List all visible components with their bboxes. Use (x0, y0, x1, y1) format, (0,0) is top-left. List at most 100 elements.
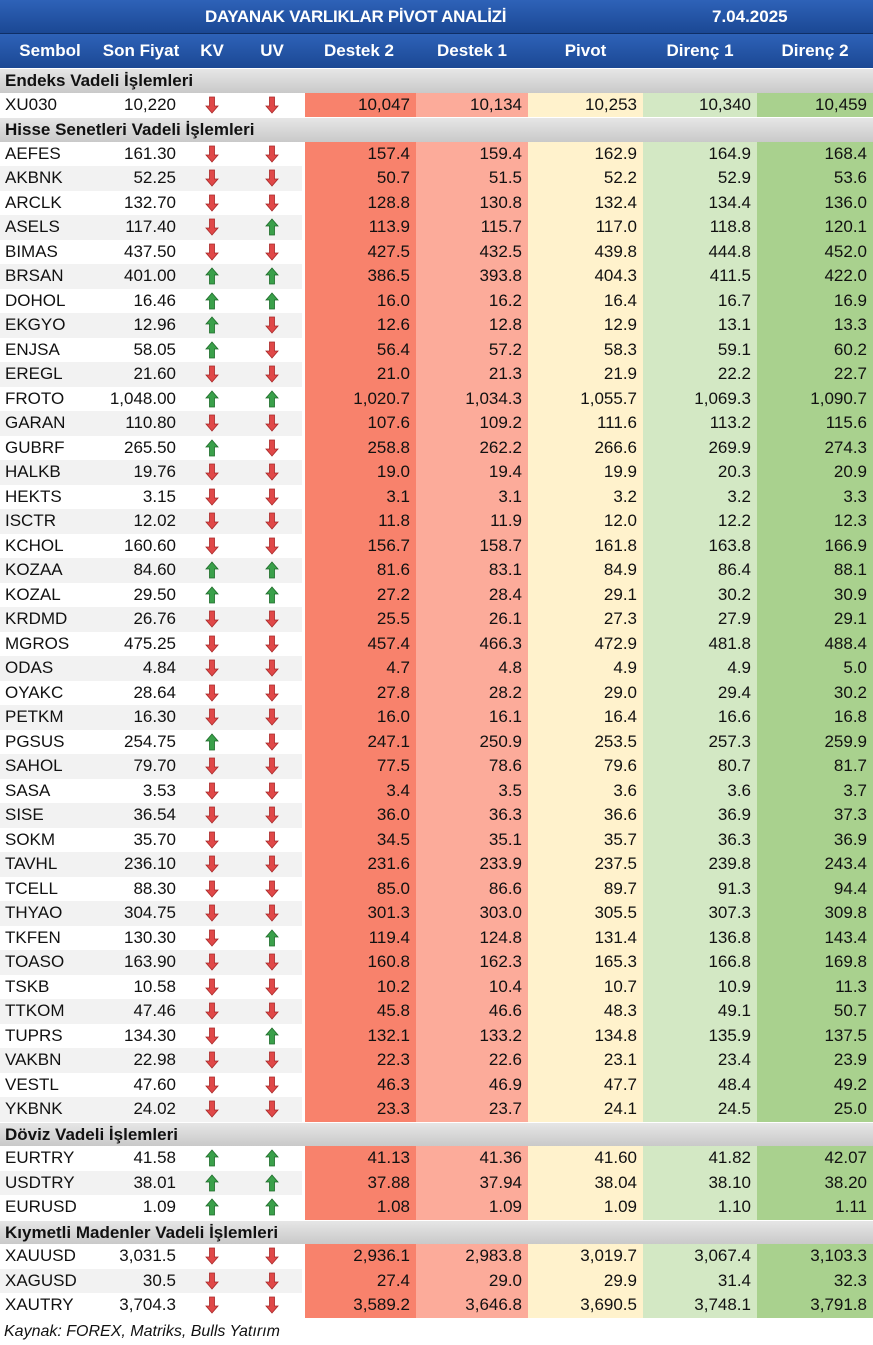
table-row: EREGL 21.60 21.0 21.3 21.9 22.2 22.7 (0, 362, 873, 387)
table-row: KOZAL 29.50 27.2 28.4 29.1 30.2 30.9 (0, 582, 873, 607)
arrow-down-icon (265, 855, 279, 873)
arrow-down-icon (265, 1051, 279, 1069)
cell-direnc-1: 4.9 (643, 656, 757, 681)
cell-destek-1: 46.9 (416, 1072, 528, 1097)
arrow-up-icon (265, 267, 279, 285)
cell-symbol: SASA (5, 780, 51, 800)
cell-pivot: 48.3 (528, 999, 643, 1024)
cell-pivot: 439.8 (528, 239, 643, 264)
cell-destek-1: 233.9 (416, 852, 528, 877)
cell-symbol: KRDMD (0, 607, 100, 632)
cell-pivot: 35.7 (528, 827, 643, 852)
arrow-up-icon (205, 561, 219, 579)
cell-direnc-2: 38.20 (757, 1170, 873, 1195)
cell-uv-trend (242, 485, 302, 510)
arrow-down-icon (265, 169, 279, 187)
cell-last-price: 163.90 (100, 950, 182, 975)
arrow-down-icon (265, 782, 279, 800)
cell-symbol: KOZAA (0, 558, 100, 583)
cell-kv-trend (182, 705, 242, 730)
arrow-down-icon (265, 537, 279, 555)
arrow-down-icon (265, 1002, 279, 1020)
cell-destek-2: 41.13 (302, 1146, 416, 1171)
cell-destek-1: 28.2 (416, 680, 528, 705)
arrow-down-icon (265, 610, 279, 628)
cell-uv-trend (242, 460, 302, 485)
cell-destek-2: 37.88 (302, 1170, 416, 1195)
cell-direnc-1: 481.8 (643, 631, 757, 656)
arrow-down-icon (205, 684, 219, 702)
cell-kv-trend (182, 754, 242, 779)
cell-direnc-1: 257.3 (643, 729, 757, 754)
cell-last-price: 30.5 (100, 1268, 182, 1293)
cell-pivot: 19.9 (528, 460, 643, 485)
cell-kv-trend (182, 730, 242, 755)
cell-kv-trend (182, 877, 242, 902)
cell-direnc-2: 22.7 (757, 362, 873, 387)
cell-kv-trend (182, 1244, 242, 1269)
cell-destek-1: 262.2 (416, 435, 528, 460)
arrow-down-icon (265, 978, 279, 996)
cell-uv-trend (242, 362, 302, 387)
cell-symbol: TAVHL (0, 852, 100, 877)
cell-direnc-1: 166.8 (643, 950, 757, 975)
cell-destek-1: 133.2 (416, 1023, 528, 1048)
cell-last-price: 28.64 (133, 682, 176, 702)
table-row: XAUTRY 3,704.3 3,589.2 3,646.8 3,690.5 3,748.… (0, 1293, 873, 1318)
cell-symbol: BRSAN (0, 264, 100, 289)
cell-destek-1: 250.9 (416, 729, 528, 754)
cell-uv-trend (242, 1170, 302, 1195)
cell-symbol: HEKTS (5, 486, 62, 506)
cell-last-price: 1,048.00 (109, 388, 176, 408)
cell-destek-1: 16.2 (416, 288, 528, 313)
cell-pivot: 3,690.5 (528, 1293, 643, 1318)
cell-direnc-2: 5.0 (757, 656, 873, 681)
arrow-down-icon (265, 512, 279, 530)
table-row: AEFES 161.30 157.4 159.4 162.9 164.9 168.4 (0, 141, 873, 166)
cell-symbol: YKBNK (0, 1097, 100, 1122)
arrow-down-icon (205, 757, 219, 775)
cell-symbol: HALKB (0, 460, 100, 485)
arrow-down-icon (205, 708, 219, 726)
cell-symbol: FROTO (5, 388, 65, 408)
cell-direnc-1: 118.8 (643, 215, 757, 240)
cell-uv-trend (242, 999, 302, 1024)
cell-last-price: 3.15 (142, 486, 176, 506)
cell-symbol: OYAKC (5, 682, 64, 702)
cell-kv-trend (182, 1073, 242, 1098)
cell-destek-2: 12.6 (302, 313, 416, 338)
cell-pivot: 24.1 (528, 1097, 643, 1122)
cell-destek-2: 21.0 (302, 362, 416, 387)
cell-destek-2: 107.6 (302, 411, 416, 436)
arrow-up-icon (265, 218, 279, 236)
table-row: SASA 3.53 3.4 3.5 3.6 3.6 3.7 (0, 778, 873, 803)
cell-destek-2: 128.8 (302, 190, 416, 215)
arrow-up-icon (205, 341, 219, 359)
cell-direnc-2: 81.7 (757, 754, 873, 779)
cell-last-price: 22.98 (100, 1048, 182, 1073)
cell-direnc-1: 36.3 (643, 827, 757, 852)
cell-kv-trend (182, 460, 242, 485)
cell-pivot: 305.5 (528, 901, 643, 926)
cell-pivot: 131.4 (528, 925, 643, 950)
table-title-bar: DAYANAK VARLIKLAR PİVOT ANALİZİ 7.04.202… (0, 0, 873, 34)
arrow-down-icon (205, 463, 219, 481)
arrow-down-icon (205, 782, 219, 800)
cell-uv-trend (242, 1268, 302, 1293)
cell-symbol: SISE (0, 803, 100, 828)
arrow-up-icon (265, 1174, 279, 1192)
cell-symbol: XAGUSD (0, 1268, 100, 1293)
cell-destek-1: 303.0 (416, 901, 528, 926)
cell-direnc-2: 53.6 (757, 166, 873, 191)
cell-destek-2: 22.3 (302, 1048, 416, 1073)
cell-uv-trend (242, 289, 302, 314)
table-row: XAGUSD 30.5 27.4 29.0 29.9 31.4 32.3 (0, 1268, 873, 1293)
cell-uv-trend (242, 730, 302, 755)
cell-direnc-2: 12.3 (757, 509, 873, 534)
cell-pivot: 29.9 (528, 1268, 643, 1293)
cell-direnc-1: 16.6 (643, 705, 757, 730)
cell-last-price: 10,220 (124, 94, 176, 114)
arrow-down-icon (205, 512, 219, 530)
cell-kv-trend (182, 852, 242, 877)
cell-direnc-2: 488.4 (757, 631, 873, 656)
